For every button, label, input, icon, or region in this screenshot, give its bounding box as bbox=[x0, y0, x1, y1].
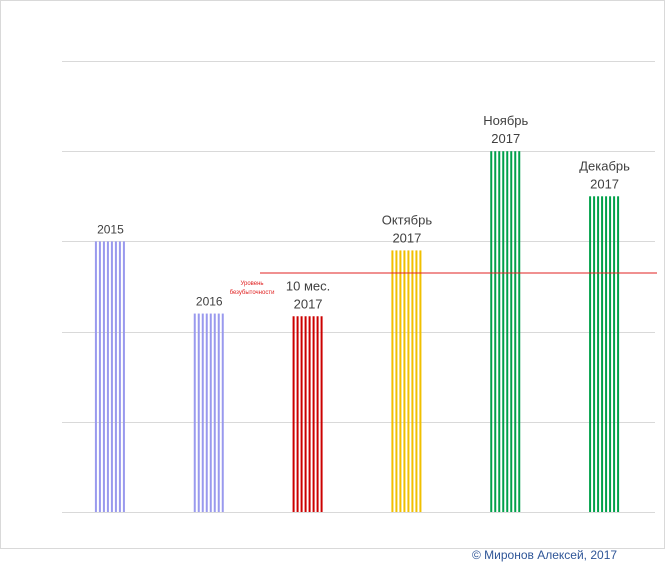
gridlines bbox=[62, 61, 655, 513]
bar-stripe bbox=[613, 196, 616, 513]
bar bbox=[94, 241, 125, 512]
bar-stripe bbox=[510, 151, 513, 512]
data-labels: 2015 2016 10 мес. 2017 Октябрь 2017 Ноябрь 2017… bbox=[97, 113, 630, 311]
bar-stripe bbox=[399, 250, 402, 513]
bar-stripe bbox=[308, 316, 311, 512]
bars bbox=[94, 151, 620, 513]
bar-stripe bbox=[589, 196, 592, 513]
bar-stripe bbox=[98, 241, 101, 512]
bar-stripe bbox=[312, 316, 315, 512]
bar-stripe bbox=[518, 151, 521, 512]
bar-stripe bbox=[391, 250, 394, 513]
bar-stripe bbox=[217, 313, 220, 512]
bar-stripe bbox=[316, 316, 319, 512]
bar-label: 2017 bbox=[392, 230, 421, 245]
bar-stripe bbox=[415, 250, 418, 513]
bar-stripe bbox=[122, 241, 125, 512]
bar-stripe bbox=[609, 196, 612, 513]
breakeven-layer: Уровень безубыточности bbox=[230, 272, 657, 296]
bar-stripe bbox=[94, 241, 97, 512]
bar-stripe bbox=[593, 196, 596, 513]
bar-stripe bbox=[506, 151, 509, 512]
bar-stripe bbox=[292, 316, 295, 512]
bar bbox=[589, 196, 620, 513]
bar-label: 2016 bbox=[196, 295, 223, 309]
breakeven-label: Уровень bbox=[240, 281, 263, 287]
copyright-text: © Миронов Алексей, 2017 bbox=[472, 548, 618, 562]
bar-stripe bbox=[205, 313, 208, 512]
bar-stripe bbox=[320, 316, 323, 512]
bar-stripe bbox=[617, 196, 620, 513]
bar-label: 2017 bbox=[294, 296, 323, 311]
bar-stripe bbox=[605, 196, 608, 513]
bar-stripe bbox=[102, 241, 105, 512]
breakeven-label: безубыточности bbox=[230, 290, 275, 296]
bar-stripe bbox=[502, 151, 505, 512]
bar-stripe bbox=[213, 313, 216, 512]
bar bbox=[193, 313, 224, 512]
bar-stripe bbox=[296, 316, 299, 512]
bar-stripe bbox=[419, 250, 422, 513]
bar-stripe bbox=[597, 196, 600, 513]
bar-label: Октябрь bbox=[382, 212, 433, 227]
bar-stripe bbox=[407, 250, 410, 513]
bar-stripe bbox=[201, 313, 204, 512]
bar-stripe bbox=[118, 241, 121, 512]
bar-stripe bbox=[221, 313, 224, 512]
bar-label: Ноябрь bbox=[483, 113, 528, 128]
bar-stripe bbox=[300, 316, 303, 512]
bar-label: 2017 bbox=[491, 131, 520, 146]
bar bbox=[490, 151, 521, 512]
bar-stripe bbox=[106, 241, 109, 512]
bar-stripe bbox=[193, 313, 196, 512]
bar-stripe bbox=[304, 316, 307, 512]
bar-stripe bbox=[411, 250, 414, 513]
bar-stripe bbox=[601, 196, 604, 513]
bar-stripe bbox=[498, 151, 501, 512]
bar-label: Декабрь bbox=[579, 158, 630, 173]
bar-stripe bbox=[110, 241, 113, 512]
bar-stripe bbox=[209, 313, 212, 512]
bar-stripe bbox=[490, 151, 493, 512]
bar-stripe bbox=[514, 151, 517, 512]
bar bbox=[292, 316, 323, 512]
bar-stripe bbox=[395, 250, 398, 513]
bar bbox=[391, 250, 422, 513]
bar-label: 2015 bbox=[97, 222, 124, 236]
bar-stripe bbox=[114, 241, 117, 512]
bar-stripe bbox=[494, 151, 497, 512]
bar-label: 10 мес. bbox=[286, 278, 330, 293]
bar-label: 2017 bbox=[590, 176, 619, 191]
bar-stripe bbox=[403, 250, 406, 513]
bar-stripe bbox=[197, 313, 200, 512]
